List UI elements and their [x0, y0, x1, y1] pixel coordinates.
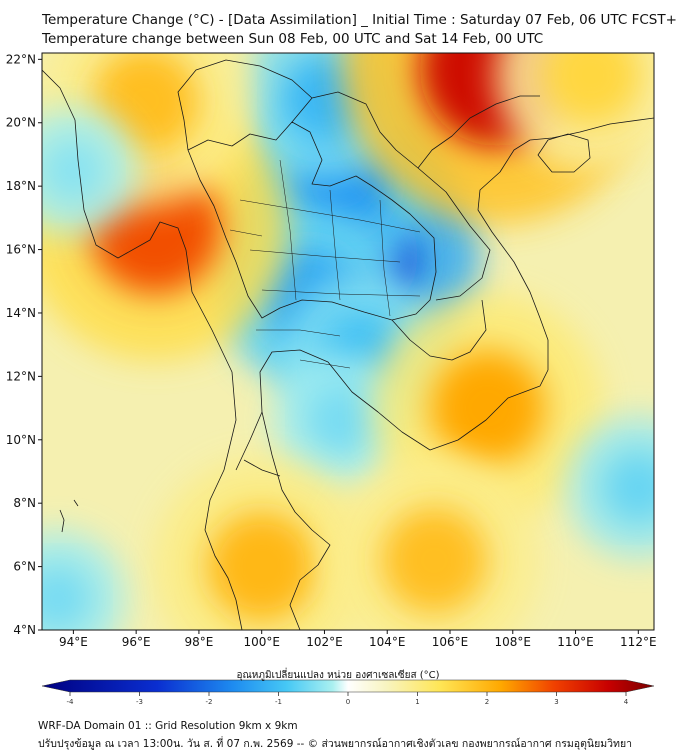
colorbar-tick-label: 0	[346, 698, 350, 706]
vietnam-border	[417, 95, 540, 169]
lon-tick-label: 110°E	[557, 635, 594, 649]
anomaly-south-china-sea-warm	[328, 454, 540, 630]
colorbar-tick-label: 1	[415, 698, 419, 706]
lon-tick-label: 108°E	[495, 635, 532, 649]
lat-tick-label: 14°N	[6, 306, 36, 320]
coastline-north	[529, 117, 654, 141]
lon-tick-label: 98°E	[184, 635, 213, 649]
coastline-gulf	[259, 139, 549, 630]
colorbar-tick-label: 3	[554, 698, 558, 706]
chart-subtitle: Temperature change between Sun 08 Feb, 0…	[42, 31, 544, 47]
colorbar-tick-label: -4	[67, 698, 75, 706]
lat-tick-label: 4°N	[13, 623, 36, 637]
lat-tick-label: 10°N	[6, 433, 36, 447]
lat-tick-label: 20°N	[6, 116, 36, 130]
coastline-mainland	[42, 69, 243, 630]
anomaly-sw-cold	[42, 529, 127, 630]
anomaly-malay-warm	[153, 457, 371, 630]
lat-tick-label: 8°N	[13, 496, 36, 510]
lon-tick-label: 96°E	[122, 635, 151, 649]
temperature-field	[42, 53, 654, 630]
andaman-islands	[59, 499, 79, 533]
anomaly-east-cold	[566, 415, 654, 559]
colorbar-tick-label: 4	[624, 698, 629, 706]
anomaly-gulf-cold	[271, 352, 409, 490]
colorbar-title: อุณหภูมิเปลี่ยนแปลง หน่วย องศาเซลเซียส (…	[236, 670, 440, 681]
myanmar-border	[177, 59, 313, 151]
colorbar-tick-label: -3	[136, 698, 143, 706]
colorbar-tick-label: -2	[206, 698, 213, 706]
malay-border	[235, 411, 281, 477]
lat-tick-label: 18°N	[6, 179, 36, 193]
lat-tick-label: 6°N	[13, 560, 36, 574]
hainan-outline	[537, 133, 591, 173]
province-lines	[229, 159, 421, 369]
lon-tick-label: 94°E	[59, 635, 88, 649]
anomaly-west-cold	[42, 104, 139, 236]
chart-title: Temperature Change (°C) - [Data Assimila…	[42, 12, 676, 28]
anomaly-hainan-warm	[494, 53, 654, 172]
thailand-border	[187, 121, 437, 321]
lon-tick-label: 102°E	[306, 635, 343, 649]
map-frame	[41, 52, 655, 631]
lon-tick-label: 106°E	[432, 635, 469, 649]
colorbar: -4 -3 -2 -1 0 1 2 3 4	[41, 679, 655, 706]
lon-tick-label: 104°E	[369, 635, 406, 649]
footer-update-info: ปรับปรุงข้อมูล ณ เวลา 13:00น. วัน ส. ที่…	[38, 738, 633, 750]
colorbar-ticks: -4 -3 -2 -1 0 1 2 3 4	[67, 692, 629, 706]
lat-tick-label: 16°N	[6, 243, 36, 257]
lon-tick-label: 100°E	[243, 635, 280, 649]
lat-tick-label: 22°N	[6, 52, 36, 66]
colorbar-tick-label: 2	[485, 698, 489, 706]
lon-tick-label: 112°E	[620, 635, 657, 649]
lat-tick-label: 12°N	[6, 369, 36, 383]
cambodia-border	[391, 299, 487, 361]
colorbar-tick-label: -1	[275, 698, 282, 706]
map-axes: 94°E 96°E 98°E 100°E 102°E 104°E 106°E 108°E 110…	[6, 52, 657, 649]
country-borders	[42, 59, 654, 630]
footer-model-info: WRF-DA Domain 01 :: Grid Resolution 9km …	[38, 720, 298, 732]
